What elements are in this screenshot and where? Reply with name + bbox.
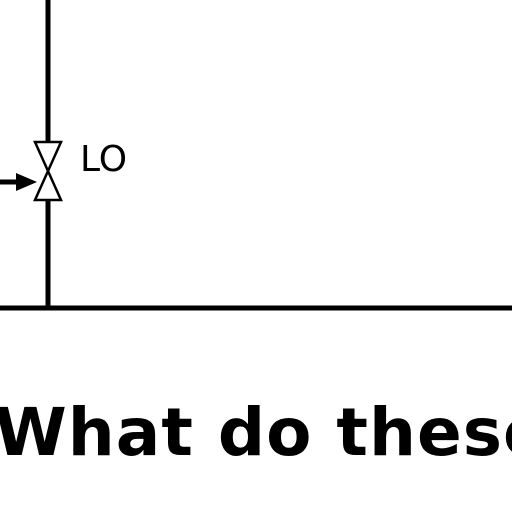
valve-upper-triangle: [33, 140, 63, 175]
valve-label: LO: [80, 139, 127, 180]
pipe-lines: [0, 0, 512, 311]
flow-arrow-head: [16, 173, 37, 191]
valve-lower-triangle: [33, 167, 63, 202]
flow-arrow-icon: [0, 173, 37, 191]
question-caption: What do these in: [0, 394, 512, 471]
gate-valve-icon: [33, 140, 63, 202]
